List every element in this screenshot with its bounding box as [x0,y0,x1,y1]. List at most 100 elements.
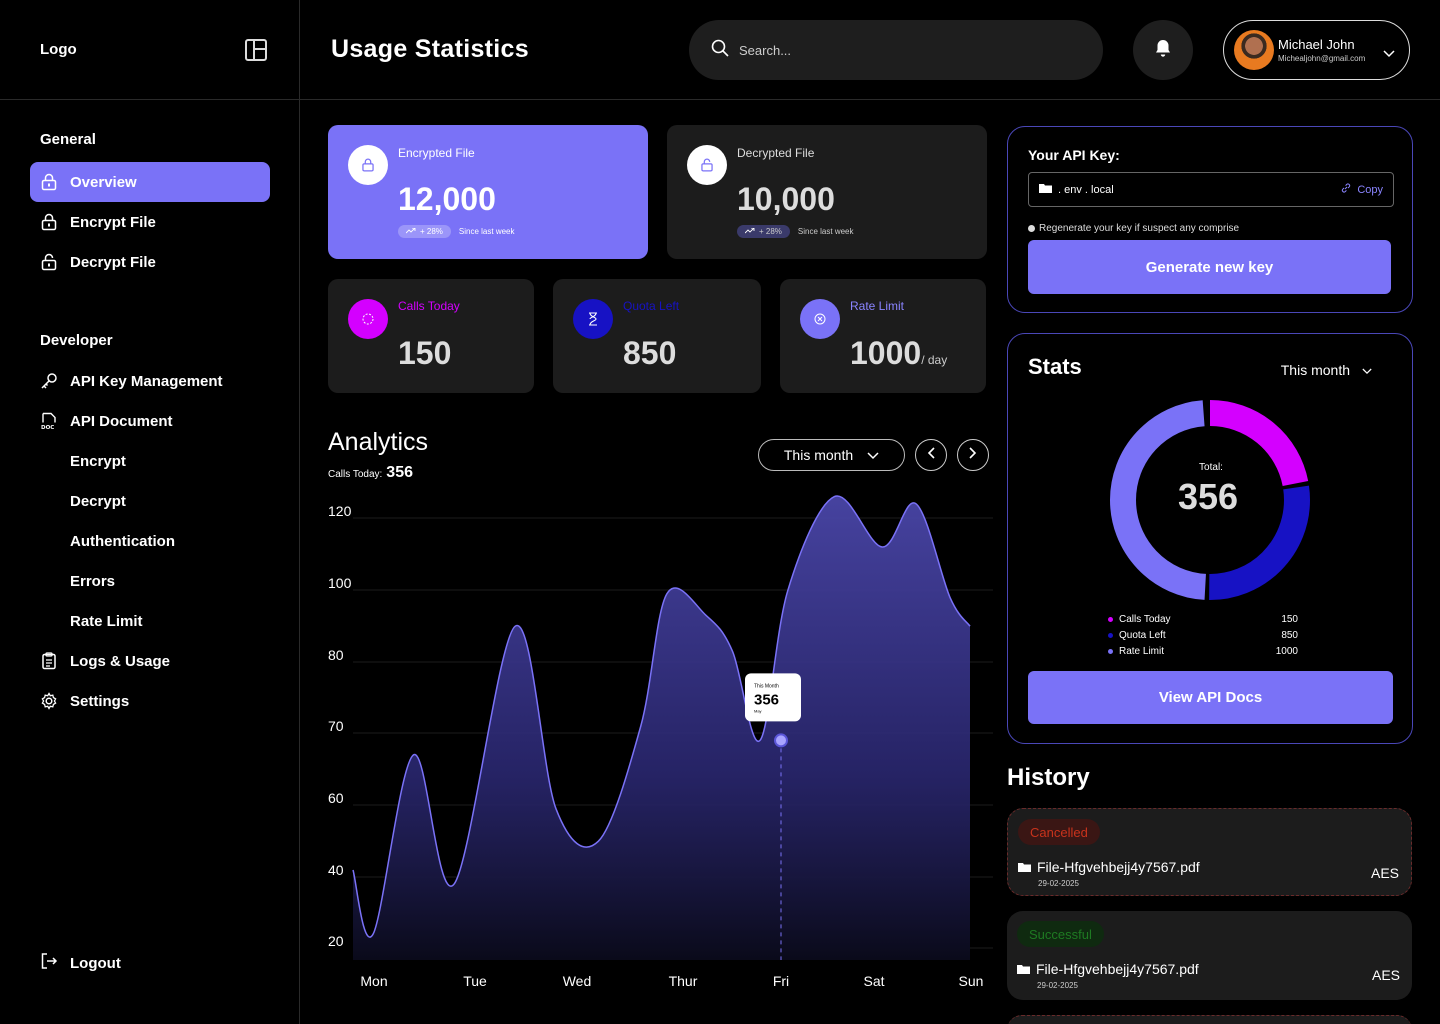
history-item[interactable]: Cancelled File-Hfgvehbejj4y7567.pdf 29-0… [1007,808,1412,896]
prev-button[interactable] [915,439,947,471]
next-button[interactable] [957,439,989,471]
legend-label: Quota Left [1119,630,1166,641]
x-tick-label: Mon [360,973,387,989]
card-label: Encrypted File [398,146,475,160]
sidebar-toggle-icon[interactable] [245,38,267,61]
logout-button[interactable]: Logout [30,943,121,983]
notification-button[interactable] [1133,20,1193,80]
clipboard-icon [40,652,58,670]
legend-value: 150 [1281,614,1298,625]
generate-key-button[interactable]: Generate new key [1028,240,1391,294]
sidebar-subitem-encrypt[interactable]: Encrypt [70,452,126,470]
key-icon [40,372,58,390]
view-api-docs-button[interactable]: View API Docs [1028,671,1393,724]
copy-button[interactable]: Copy [1341,183,1383,196]
highlight-point[interactable] [774,733,788,748]
calls-today-card: Calls Today 150 [328,279,534,393]
link-icon [1341,183,1351,196]
sidebar-item-settings[interactable]: Settings [30,681,270,721]
card-label: Calls Today [398,299,460,313]
api-key-value: . env . local [1058,183,1114,196]
sidebar-item-label: Decrypt File [70,253,156,271]
sidebar-subitem-rate-limit[interactable]: Rate Limit [70,612,143,630]
sidebar-item-api-key-management[interactable]: API Key Management [30,361,270,401]
y-tick-label: 100 [328,575,352,591]
sidebar-item-api-document[interactable]: DOC API Document [30,401,270,441]
unlock-icon [40,253,58,271]
stats-title: Stats [1028,354,1082,379]
header: Usage Statistics Michael John Michealjoh… [300,0,1440,100]
status-badge: Successful [1017,921,1104,947]
donut-segment-calls [1110,400,1310,600]
api-key-panel: Your API Key: . env . local Copy Regener… [1007,126,1413,313]
file-date: 29-02-2025 [1038,879,1079,888]
y-tick-label: 20 [328,933,344,949]
history-item-partial[interactable] [1007,1015,1412,1024]
folder-icon [1018,859,1031,875]
x-tick-label: Wed [563,973,592,989]
search-bar[interactable] [689,20,1103,80]
since-label: Since last week [458,227,515,236]
card-value: 850 [623,335,677,371]
api-key-field[interactable]: . env . local Copy [1028,172,1394,207]
profile-menu[interactable]: Michael John Michealjohn@gmail.com [1223,20,1410,80]
note-text: Regenerate your key if suspect any compr… [1039,223,1240,234]
chevron-down-icon [1362,362,1372,378]
y-tick-label: 60 [328,790,344,806]
sidebar-item-label: API Document [70,412,173,430]
tooltip-value: 356 [754,691,779,708]
hourglass-icon [573,299,613,339]
card-label: Rate Limit [850,299,905,313]
sidebar-subitem-errors[interactable]: Errors [70,572,116,590]
x-tick-label: Thur [669,973,698,989]
sidebar-subitem-decrypt[interactable]: Decrypt [70,492,126,510]
change-badge: + 28% [737,225,790,238]
logout-icon [40,952,58,974]
rate-limit-card: Rate Limit 1000/ day [780,279,986,393]
y-tick-label: 120 [328,503,352,519]
legend-item: Calls Today 150 [1108,614,1298,625]
card-label: Decrypted File [737,146,815,160]
sidebar-item-label: Overview [70,173,137,191]
sidebar-subitem-authentication[interactable]: Authentication [70,532,175,550]
stats-period-select[interactable]: This month [1281,362,1372,378]
trend-up-icon [744,227,755,236]
api-key-title: Your API Key: [1028,147,1120,163]
calls-today-value: 356 [386,464,413,481]
search-input[interactable] [739,42,1059,58]
rate-unit: / day [921,353,948,367]
sidebar-item-encrypt-file[interactable]: Encrypt File [30,202,270,242]
user-email: Michealjohn@gmail.com [1278,54,1366,63]
bell-icon [1153,38,1173,63]
lock-icon [40,173,58,191]
avatar [1234,30,1274,70]
analytics-title: Analytics [328,428,429,456]
analytics-period-select[interactable]: This month [758,439,905,471]
history-title: History [1007,764,1090,791]
sidebar-item-label: Encrypt File [70,213,156,231]
sidebar-item-logs-usage[interactable]: Logs & Usage [30,641,270,681]
tooltip-sub: May [754,708,762,713]
sidebar-item-decrypt-file[interactable]: Decrypt File [30,242,270,282]
file-name-text: File-Hfgvehbejj4y7567.pdf [1037,859,1200,875]
file-name: File-Hfgvehbejj4y7567.pdf [1018,859,1200,875]
donut-total-value: 356 [1177,476,1239,517]
encrypted-file-card: Encrypted File 12,000 + 28% Since last w… [328,125,648,259]
sidebar-item-label: Settings [70,692,130,710]
change-pill: + 28% Since last week [737,225,854,238]
copy-label: Copy [1357,183,1383,196]
change-value: + 28% [759,227,782,236]
legend-dot [1108,633,1113,638]
history-item[interactable]: Successful File-Hfgvehbejj4y7567.pdf 29-… [1007,911,1412,1000]
doc-icon: DOC [40,412,58,430]
sidebar-item-overview[interactable]: Overview [30,162,270,202]
gear-icon [40,692,58,710]
x-tick-label: Fri [773,973,789,989]
file-name: File-Hfgvehbejj4y7567.pdf [1017,961,1199,977]
change-badge: + 28% [398,225,451,238]
tooltip-title: This Month [754,683,779,689]
logout-label: Logout [70,954,121,972]
x-tick-label: Tue [463,973,487,989]
rate-value: 1000 [850,335,922,371]
card-value: 12,000 [398,181,496,217]
